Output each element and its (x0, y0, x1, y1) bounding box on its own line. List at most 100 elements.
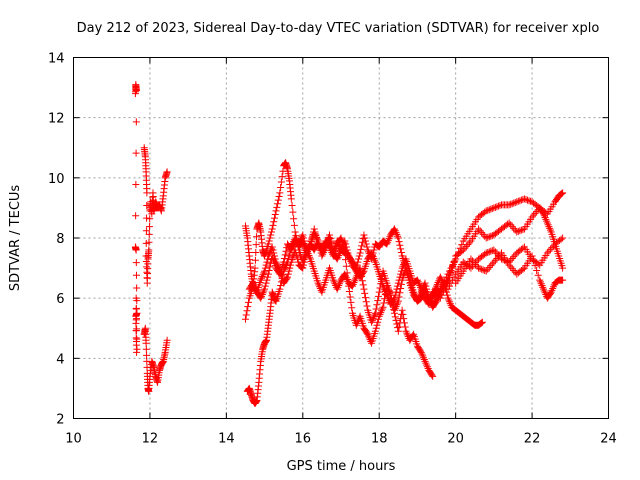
data-point (333, 285, 341, 293)
data-point (418, 350, 426, 358)
data-point (540, 210, 548, 218)
data-point (543, 249, 551, 257)
data-point (274, 196, 282, 204)
data-point (378, 307, 386, 315)
data-point (343, 269, 351, 277)
data-point (400, 319, 408, 327)
data-point (508, 223, 516, 231)
data-point (446, 282, 454, 290)
x-tick-label: 16 (295, 432, 312, 447)
data-point (507, 221, 515, 229)
data-point (251, 264, 259, 272)
data-point (133, 345, 141, 353)
data-point (274, 200, 282, 208)
data-point (395, 276, 403, 284)
data-point (342, 274, 350, 282)
data-point (520, 195, 528, 203)
data-point (540, 212, 548, 220)
data-point (302, 252, 310, 260)
data-point (306, 253, 314, 261)
data-point (419, 289, 427, 297)
data-point (413, 276, 421, 284)
data-point (132, 246, 140, 254)
data-point (519, 244, 527, 252)
data-point (484, 206, 492, 214)
data-point (386, 233, 394, 241)
data-point (371, 256, 379, 264)
data-point (313, 235, 321, 243)
data-point (354, 318, 362, 326)
data-point (263, 258, 271, 266)
data-point (484, 265, 492, 273)
data-point (542, 215, 550, 223)
data-point (482, 249, 490, 257)
data-point (511, 251, 519, 259)
data-point (267, 245, 275, 253)
data-point (487, 262, 495, 270)
data-point (244, 303, 252, 311)
data-point (362, 298, 370, 306)
data-point (326, 231, 334, 239)
data-point (485, 248, 493, 256)
data-point (394, 324, 402, 332)
data-point (264, 270, 272, 278)
data-point (335, 251, 343, 259)
data-point (132, 149, 140, 157)
data-point (416, 292, 424, 300)
data-point (505, 201, 513, 209)
plot-frame (73, 57, 609, 419)
data-point (394, 299, 402, 307)
data-point (336, 278, 344, 286)
data-point (271, 211, 279, 219)
data-point (259, 271, 267, 279)
data-point (132, 259, 140, 267)
data-point (419, 352, 427, 360)
data-point (371, 327, 379, 335)
data-point (476, 227, 484, 235)
data-point (394, 327, 402, 335)
data-point (481, 232, 489, 240)
data-point (360, 285, 368, 293)
data-point (415, 280, 423, 288)
data-point (541, 214, 549, 222)
data-point (319, 250, 327, 258)
data-point (517, 196, 525, 204)
y-tick-label: 10 (48, 172, 65, 187)
data-point (312, 232, 320, 240)
data-point (268, 225, 276, 233)
data-point (487, 232, 495, 240)
data-point (508, 254, 516, 262)
data-point (252, 248, 260, 256)
data-point (341, 237, 349, 245)
data-point (359, 281, 367, 289)
data-point (446, 298, 454, 306)
data-point (356, 249, 364, 257)
series-s5 (429, 189, 567, 308)
data-point (462, 242, 470, 250)
data-point (450, 257, 458, 265)
data-point (444, 285, 452, 293)
data-point (263, 276, 271, 284)
x-tick-labels: 10 12 14 16 18 20 22 24 (65, 432, 617, 447)
data-point (539, 209, 547, 217)
data-point (508, 265, 516, 273)
data-point (525, 197, 533, 205)
data-point (458, 247, 466, 255)
data-point (379, 282, 387, 290)
data-point (270, 249, 278, 257)
data-point (559, 234, 567, 242)
data-point (369, 253, 377, 261)
data-point (461, 244, 469, 252)
data-point (319, 248, 327, 256)
data-point (262, 261, 270, 269)
data-point (544, 221, 552, 229)
data-point (288, 202, 296, 210)
data-point (398, 264, 406, 272)
data-point (421, 357, 429, 365)
data-point (493, 203, 501, 211)
data-point (479, 266, 487, 274)
data-point (391, 225, 398, 233)
data-point (549, 283, 557, 291)
data-point (288, 244, 296, 252)
data-point (260, 269, 268, 277)
